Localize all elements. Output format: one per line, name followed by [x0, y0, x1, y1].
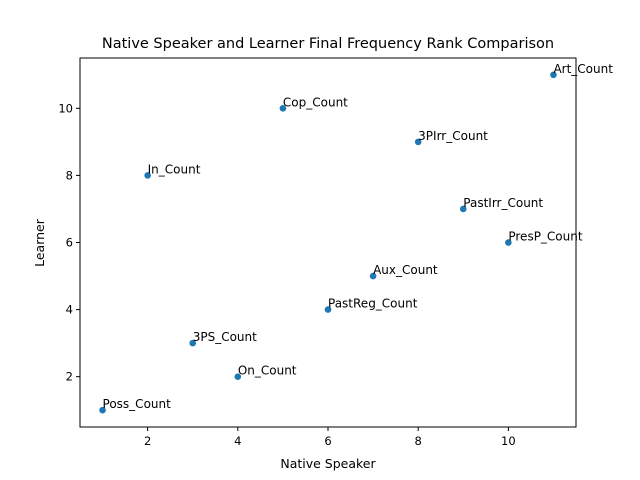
point-label: PresP_Count [508, 230, 582, 244]
point-label: In_Count [148, 162, 201, 176]
y-tick-label: 8 [66, 168, 73, 182]
data-point [279, 105, 287, 112]
y-tick-label: 6 [66, 236, 73, 250]
x-tick-label: 8 [415, 434, 422, 448]
data-point [234, 373, 242, 380]
y-axis-label: Learner [32, 218, 47, 267]
x-axis-label: Native Speaker [280, 456, 376, 471]
point-label: Aux_Count [373, 263, 438, 277]
y-tick-label: 10 [58, 101, 73, 115]
data-point [189, 339, 197, 347]
x-tick-label: 4 [234, 434, 241, 448]
data-point [459, 205, 467, 213]
data-point [369, 272, 377, 280]
x-tick-label: 2 [144, 434, 151, 448]
data-point [505, 239, 512, 246]
data-points: Poss_Count In_Count 3PS_Count On_Count Cop_C… [99, 62, 613, 414]
plot-frame [79, 57, 577, 428]
point-label: On_Count [238, 364, 297, 378]
y-axis-ticks: 2 4 6 8 10 [58, 101, 80, 384]
x-tick-label: 6 [324, 434, 331, 448]
data-point [414, 138, 422, 146]
data-point [550, 71, 557, 79]
point-label: 3PIrr_Count [418, 129, 488, 143]
point-label: Poss_Count [103, 397, 172, 411]
point-label: Art_Count [553, 62, 613, 76]
point-label: PastReg_Count [328, 297, 418, 311]
point-label: PastIrr_Count [463, 196, 543, 210]
plot-area [79, 57, 577, 428]
data-point [324, 306, 332, 313]
y-tick-label: 2 [66, 370, 73, 384]
point-label: 3PS_Count [193, 330, 257, 344]
data-point [99, 406, 106, 414]
y-tick-label: 4 [66, 303, 73, 317]
chart-title: Native Speaker and Learner Final Frequen… [102, 36, 554, 52]
data-point [144, 172, 151, 179]
x-axis-ticks: 2 4 6 8 10 [144, 427, 516, 448]
point-label: Cop_Count [283, 95, 348, 109]
x-tick-label: 10 [501, 434, 516, 448]
